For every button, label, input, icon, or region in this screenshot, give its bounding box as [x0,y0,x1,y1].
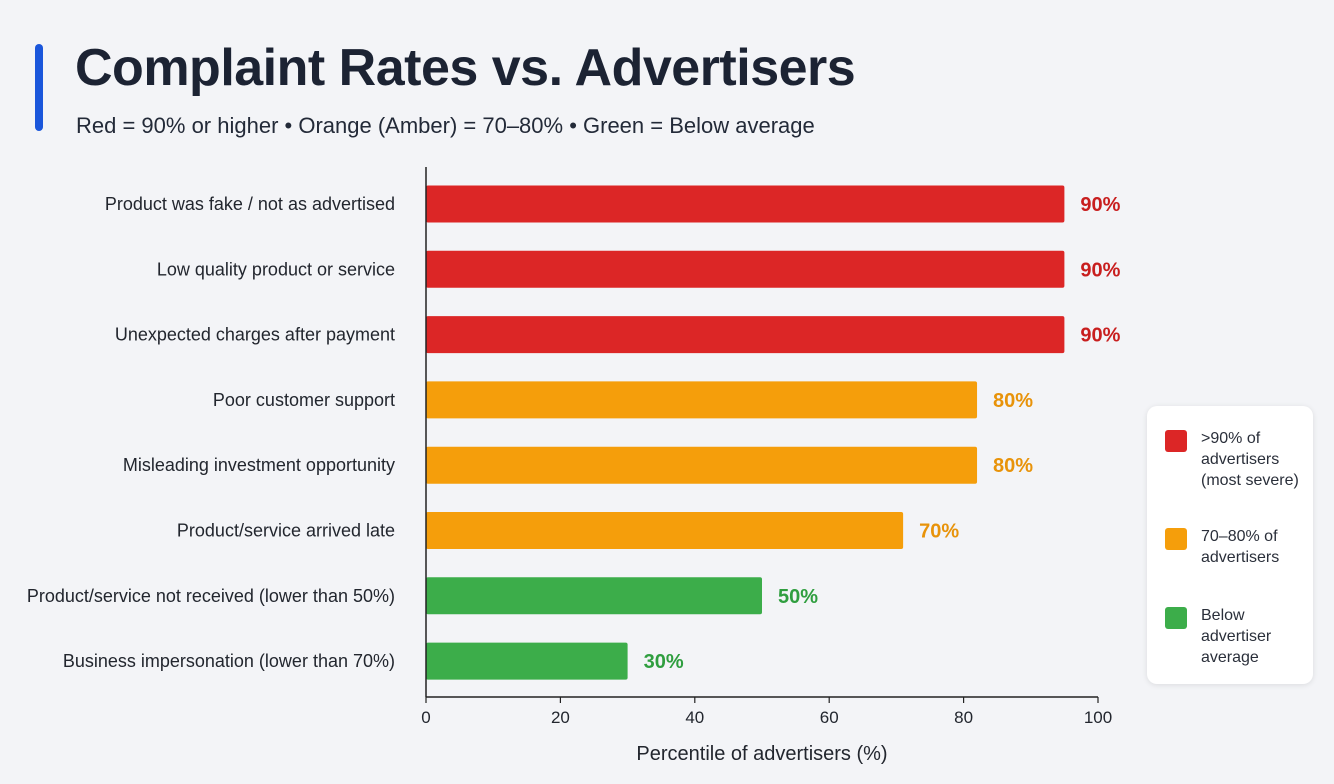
legend-swatch-orange [1165,528,1187,550]
category-label-4: Misleading investment opportunity [123,455,395,475]
legend-item-red: >90% of advertisers (most severe) [1165,428,1311,491]
legend-item-orange: 70–80% of advertisers [1165,526,1311,568]
title-accent-bar [35,44,43,131]
legend-label-orange: 70–80% of advertisers [1201,528,1280,566]
x-tick-label-4: 80 [954,708,973,727]
x-tick-label-1: 20 [551,708,570,727]
bar-6 [426,577,762,615]
page-title: Complaint Rates vs. Advertisers [75,39,856,97]
chart-legend: >90% of advertisers (most severe) 70–80%… [1147,406,1313,684]
value-label-1: 90% [1080,259,1120,281]
page-subtitle: Red = 90% or higher • Orange (Amber) = 7… [76,113,815,138]
value-label-0: 90% [1080,194,1120,216]
legend-swatch-green [1165,607,1187,629]
x-tick-label-5: 100 [1084,708,1112,727]
x-tick-label-2: 40 [685,708,704,727]
bar-5 [426,512,904,549]
value-label-2: 90% [1080,325,1120,347]
x-axis-title: Percentile of advertisers (%) [636,743,887,765]
category-label-1: Low quality product or service [157,259,395,279]
x-tick-label-3: 60 [820,708,839,727]
value-label-6: 50% [778,586,818,608]
value-label-3: 80% [993,390,1033,412]
category-label-5: Product/service arrived late [177,521,395,541]
bar-3 [426,381,978,419]
bar-1 [426,250,1065,288]
category-label-3: Poor customer support [213,390,395,410]
value-label-4: 80% [993,455,1033,477]
value-label-5: 70% [919,521,959,543]
category-label-7: Business impersonation (lower than 70%) [63,651,395,671]
bar-2 [426,316,1065,354]
bar-7 [426,642,628,680]
category-label-6: Product/service not received (lower than… [27,586,395,606]
category-label-2: Unexpected charges after payment [115,325,395,345]
x-tick-label-0: 0 [421,708,430,727]
bar-0 [426,185,1065,223]
legend-label-green: Below advertiser average [1201,607,1272,666]
value-label-7: 30% [644,651,684,673]
category-label-0: Product was fake / not as advertised [105,194,395,214]
legend-swatch-red [1165,430,1187,452]
legend-label-red: >90% of advertisers (most severe) [1201,430,1299,489]
bar-4 [426,446,978,484]
legend-item-green: Below advertiser average [1165,605,1311,668]
